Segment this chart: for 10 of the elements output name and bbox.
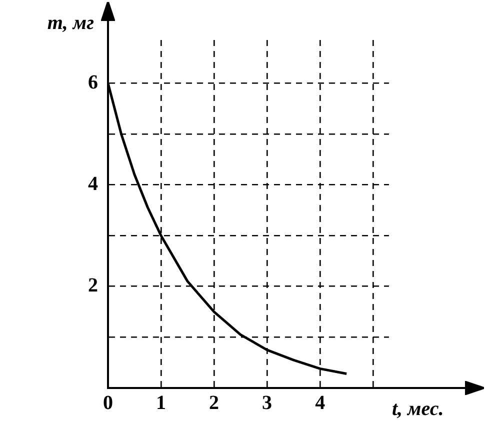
x-tick-label: 2 [209, 392, 220, 414]
x-axis-title: t, мес. [392, 398, 444, 420]
y-axis-title: m, мг [47, 12, 94, 34]
y-tick-label: 6 [88, 71, 98, 94]
x-tick-label: 3 [262, 392, 272, 414]
x-tick-label: 0 [103, 392, 113, 414]
x-tick-label: 4 [315, 392, 326, 414]
y-tick-label: 4 [88, 172, 98, 195]
x-tick-label: 1 [156, 392, 166, 414]
y-tick-label: 2 [88, 274, 98, 297]
